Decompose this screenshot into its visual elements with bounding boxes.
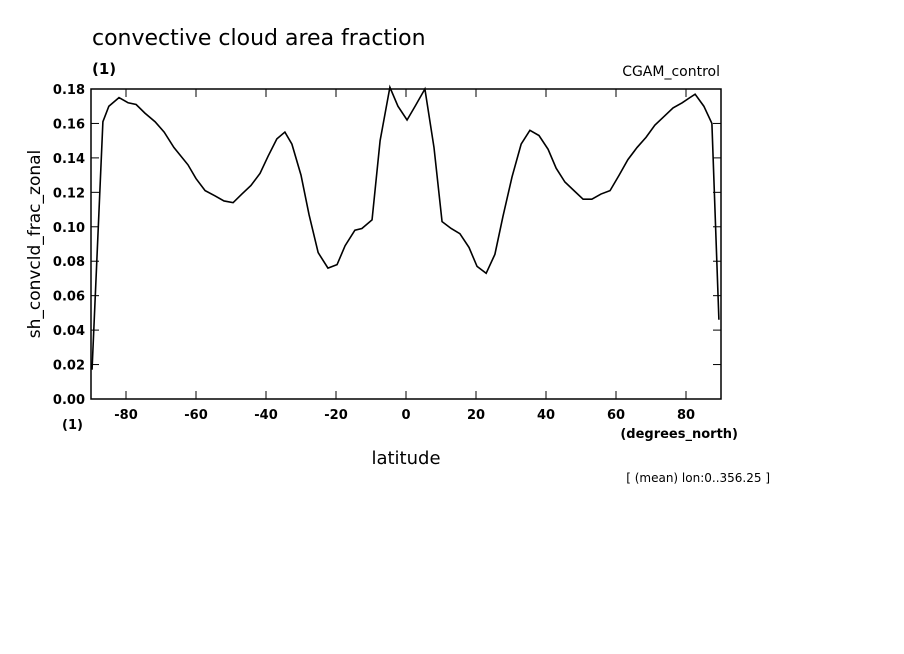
y-tick-label: 0.10 bbox=[53, 221, 85, 236]
data-line bbox=[91, 84, 720, 370]
y-tick-label: 0.00 bbox=[53, 393, 85, 408]
y-tick-label: 0.16 bbox=[53, 117, 85, 132]
y-tick-label: 0.06 bbox=[53, 290, 85, 305]
x-tick-label: 80 bbox=[677, 408, 695, 423]
y-units: (1) bbox=[62, 418, 83, 433]
footnote: [ (mean) lon:0..356.25 ] bbox=[626, 471, 770, 485]
x-tick-label: -80 bbox=[114, 408, 138, 423]
y-tick-label: 0.14 bbox=[53, 152, 85, 167]
chart-title: convective cloud area fraction bbox=[92, 26, 426, 51]
y-tick-label: 0.02 bbox=[53, 359, 85, 374]
x-tick-label: 0 bbox=[401, 408, 410, 423]
x-tick-label: -40 bbox=[254, 408, 278, 423]
plot-frame bbox=[90, 88, 722, 400]
x-axis-label: latitude bbox=[371, 448, 440, 469]
y-tick-label: 0.18 bbox=[53, 83, 85, 98]
x-tick-label: 20 bbox=[467, 408, 485, 423]
y-tick-label: 0.08 bbox=[53, 255, 85, 270]
x-tick-label: -60 bbox=[184, 408, 208, 423]
x-tick-label: -20 bbox=[324, 408, 348, 423]
x-units: (degrees_north) bbox=[620, 427, 738, 442]
dataset-label: CGAM_control bbox=[622, 64, 720, 80]
subtitle: (1) bbox=[92, 60, 116, 78]
y-axis-label: sh_convcld_frac_zonal bbox=[25, 150, 45, 339]
y-tick-label: 0.04 bbox=[53, 324, 85, 339]
y-tick-label: 0.12 bbox=[53, 186, 85, 201]
x-tick-label: 40 bbox=[537, 408, 555, 423]
x-tick-label: 60 bbox=[607, 408, 625, 423]
